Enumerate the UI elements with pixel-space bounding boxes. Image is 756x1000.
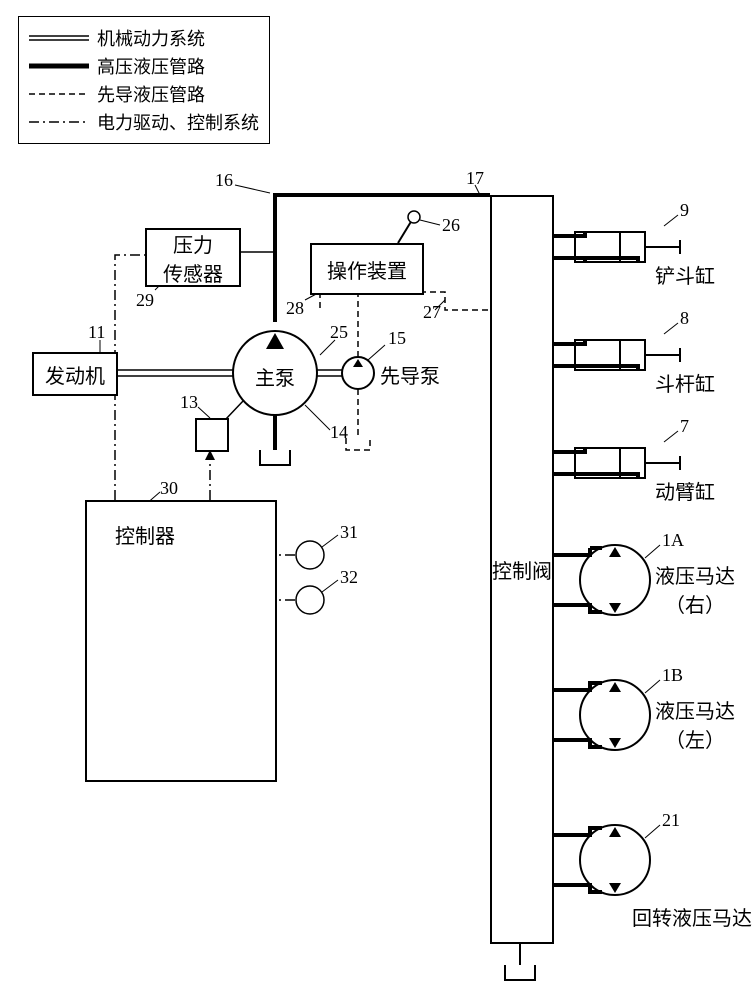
num-31: 31 (340, 522, 358, 543)
main-pump-label: 主泵 (255, 362, 295, 391)
legend-item: 机械动力系统 (29, 25, 259, 51)
num-29: 29 (136, 290, 154, 311)
num-25: 25 (330, 322, 348, 343)
num-7: 7 (680, 416, 689, 437)
legend-label: 机械动力系统 (97, 25, 205, 51)
num-26: 26 (442, 215, 460, 236)
num-32: 32 (340, 567, 358, 588)
num-21: 21 (662, 810, 680, 831)
pilot-pump-label: 先导泵 (380, 360, 440, 389)
legend-label: 高压液压管路 (97, 53, 205, 79)
operation-device-block: 操作装置 (310, 243, 424, 295)
block-label: 控制阀 (492, 555, 552, 584)
regulator-block (195, 418, 229, 452)
num-27: 27 (423, 302, 441, 323)
bucket-cyl-label: 铲斗缸 (655, 260, 715, 289)
num-1A: 1A (662, 530, 684, 551)
engine-block: 发动机 (32, 352, 118, 396)
motor-r-label: 液压马达 （右） (655, 560, 735, 618)
controller-block: 控制器 (85, 500, 277, 782)
hydraulic-system-diagram: 机械动力系统 高压液压管路 先导液压管路 电力驱动、控制系统 (0, 0, 756, 1000)
num-14: 14 (330, 422, 348, 443)
swing-motor-label: 回转液压马达 (632, 902, 752, 931)
num-28: 28 (286, 298, 304, 319)
legend-label: 先导液压管路 (97, 81, 205, 107)
legend-item: 先导液压管路 (29, 81, 259, 107)
block-label: 操作装置 (327, 255, 407, 284)
num-8: 8 (680, 308, 689, 329)
num-30: 30 (160, 478, 178, 499)
block-label: 发动机 (45, 360, 105, 389)
num-17: 17 (466, 168, 484, 189)
control-valve-block: 控制阀 (490, 195, 554, 944)
num-11: 11 (88, 322, 105, 343)
legend-item: 电力驱动、控制系统 (29, 109, 259, 135)
boom-cyl-label: 动臂缸 (655, 476, 715, 505)
num-9: 9 (680, 200, 689, 221)
arm-cyl-label: 斗杆缸 (655, 368, 715, 397)
legend-label: 电力驱动、控制系统 (97, 109, 259, 135)
num-16: 16 (215, 170, 233, 191)
num-13: 13 (180, 392, 198, 413)
legend: 机械动力系统 高压液压管路 先导液压管路 电力驱动、控制系统 (18, 16, 270, 144)
pressure-sensor-block: 压力 传感器 (145, 228, 241, 287)
block-label: 压力 传感器 (163, 229, 223, 287)
block-label: 控制器 (115, 520, 175, 549)
legend-item: 高压液压管路 (29, 53, 259, 79)
num-15: 15 (388, 328, 406, 349)
motor-l-label: 液压马达 （左） (655, 695, 735, 753)
num-1B: 1B (662, 665, 683, 686)
